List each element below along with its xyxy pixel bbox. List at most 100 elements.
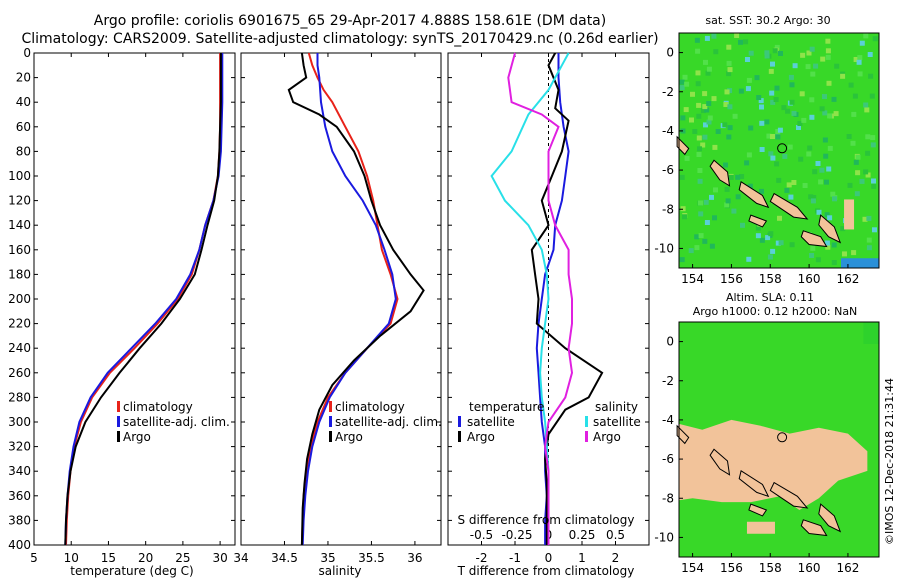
temperature-xlabel: temperature (deg C) — [70, 564, 193, 578]
sst-cell — [755, 233, 761, 239]
sst-cell — [872, 227, 877, 233]
sst-cell — [738, 39, 743, 45]
lat-tick-label: 0 — [666, 46, 674, 60]
sst-cell — [782, 153, 788, 159]
argo-position-marker — [777, 432, 788, 443]
sst-cell — [822, 137, 828, 143]
sst-cell — [770, 61, 775, 67]
plot-frame — [33, 52, 236, 546]
sst-cell — [745, 57, 750, 62]
sst-cell — [711, 33, 717, 39]
sst-cell — [772, 48, 778, 54]
sst-cell — [863, 102, 869, 108]
sst-cell — [866, 237, 872, 243]
lon-tick-label: 158 — [759, 272, 782, 286]
sst-cell — [726, 60, 732, 66]
cool-water-patch — [841, 258, 879, 268]
sst-cell — [748, 125, 754, 131]
difference-xlabel: T difference from climatology — [457, 564, 635, 578]
sst-cell — [689, 117, 694, 123]
sst-cell — [797, 121, 803, 126]
sst-cell — [682, 74, 688, 80]
lat-tick-label: -8 — [662, 491, 674, 505]
y-tick-label: 40 — [16, 95, 31, 109]
sst-cell — [855, 154, 861, 160]
sla-map-title-2: Argo h1000: 0.12 h2000: NaN — [693, 305, 858, 318]
lon-tick-label: 154 — [681, 561, 704, 575]
sla-map: 154 156 158 160 162 0 -2 -4 -6 -8 -10 — [654, 321, 880, 575]
sst-cell — [868, 73, 874, 79]
sst-cell — [704, 220, 710, 225]
y-tick-label: 400 — [8, 538, 31, 552]
sst-cell — [840, 73, 846, 79]
sst-cell — [786, 182, 792, 188]
x-tick-label: 2 — [612, 551, 620, 565]
lon-tick-label: 162 — [836, 272, 859, 286]
x-tick-label: 5 — [30, 551, 38, 565]
sst-cell — [816, 209, 822, 215]
y-tick-label: 120 — [8, 194, 31, 208]
sst-cell — [819, 106, 825, 112]
sst-cell — [735, 194, 741, 200]
y-tick-label: 360 — [8, 489, 31, 503]
sst-cell — [827, 215, 833, 221]
sst-cell — [833, 111, 839, 117]
sst-cell — [809, 46, 815, 52]
sst-cell — [697, 178, 703, 184]
x-tick-label: 36 — [407, 551, 422, 565]
sst-cell — [853, 57, 859, 62]
sst-cell — [791, 110, 797, 116]
sst-cell — [768, 231, 774, 237]
y-tick-label: 200 — [8, 292, 31, 306]
sst-cell — [746, 256, 752, 262]
island-outline — [709, 159, 731, 187]
sst-cell — [695, 48, 701, 54]
y-tick-label: 280 — [8, 390, 31, 404]
sst-map: 154 156 158 160 162 0 -2 -4 -6 -8 -10 — [654, 32, 880, 286]
lon-tick-label: 162 — [836, 561, 859, 575]
sst-cell — [801, 117, 807, 123]
sst-cell — [731, 208, 737, 214]
legend-argo: Argo — [335, 430, 363, 444]
sst-cell — [770, 134, 775, 139]
sst-cell — [778, 51, 783, 56]
sst-cell — [770, 99, 776, 105]
sst-cell — [746, 77, 752, 83]
y-tick-label: 140 — [8, 218, 31, 232]
legend-swatch-t-satellite — [458, 416, 461, 427]
sst-cell — [796, 125, 801, 130]
sst-cell — [785, 108, 791, 114]
series-line-climatology — [300, 52, 399, 546]
sst-cell — [789, 242, 795, 248]
sst-cell — [767, 254, 773, 260]
sst-cell — [709, 243, 715, 249]
sst-cell — [807, 145, 813, 151]
sst-cell — [704, 107, 710, 113]
temperature-panel: 0 20 40 60 80 100 120 140 160 180 200 220 240 260 280 3… — [8, 46, 236, 565]
sst-cell — [842, 251, 847, 257]
sst-cell — [832, 196, 837, 202]
series-line-satellite-adj-clim- — [301, 53, 397, 546]
sst-cell — [871, 178, 876, 184]
lat-tick-label: -2 — [662, 374, 674, 388]
island-outline — [818, 503, 842, 533]
sst-cell — [700, 142, 706, 148]
difference-legend: temperature satellite Argo salinity sate… — [458, 400, 641, 444]
sst-cell — [859, 40, 865, 46]
sst-cell — [696, 102, 702, 108]
sst-cell — [715, 129, 721, 134]
sst-cell — [810, 71, 816, 77]
plot-frame — [240, 52, 442, 546]
sst-cell — [724, 89, 730, 95]
sst-cell — [825, 244, 831, 250]
sst-cell — [857, 55, 863, 61]
island-outline — [748, 214, 768, 228]
sst-cell — [759, 104, 764, 110]
island-outline — [738, 470, 770, 498]
sla-map-title-1: Altim. SLA: 0.11 — [726, 291, 814, 304]
y-tick-label: 180 — [8, 267, 31, 281]
sst-cell — [684, 81, 690, 87]
map-frame — [678, 32, 880, 269]
x-tick-label: 1 — [578, 551, 586, 565]
